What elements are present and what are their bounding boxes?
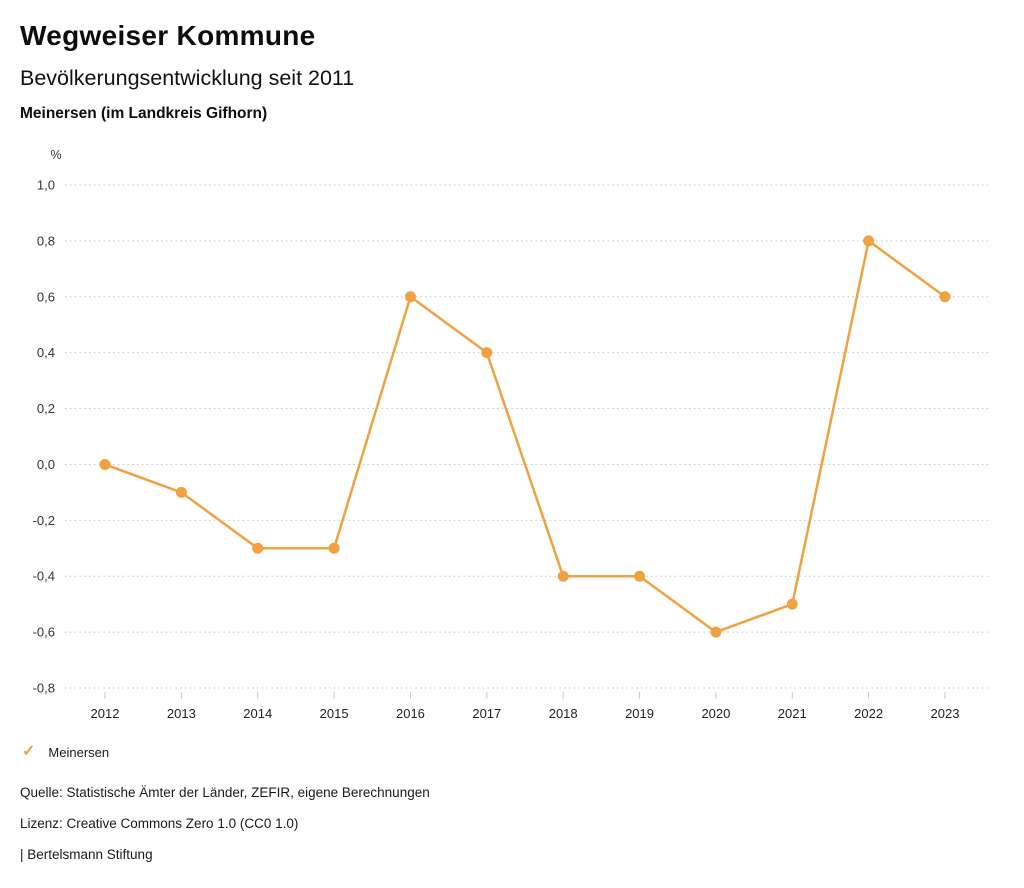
data-point-2021[interactable]: [786, 598, 798, 610]
x-axis-tick-label: 2014: [243, 706, 272, 721]
y-axis-tick-label: 0,8: [37, 233, 55, 248]
x-axis-tick-label: 2012: [91, 706, 120, 721]
y-axis-tick-label: -0,6: [33, 625, 55, 640]
y-axis-tick-label: 0,0: [37, 457, 55, 472]
x-axis-tick-label: 2020: [701, 706, 730, 721]
x-axis-tick-label: 2016: [396, 706, 425, 721]
y-axis-tick-label: -0,4: [33, 569, 55, 584]
y-axis-tick-label: 0,2: [37, 401, 55, 416]
data-point-2020[interactable]: [710, 626, 722, 638]
x-axis-tick-label: 2013: [167, 706, 196, 721]
data-point-2015[interactable]: [328, 542, 340, 554]
data-point-2012[interactable]: [99, 458, 111, 470]
x-axis-tick-label: 2023: [931, 706, 960, 721]
data-point-2016[interactable]: [404, 291, 416, 303]
x-axis-tick-label: 2015: [320, 706, 349, 721]
data-point-2017[interactable]: [481, 347, 493, 359]
attribution-text: | Bertelsmann Stiftung: [20, 847, 153, 862]
y-axis-tick-label: 0,4: [37, 345, 55, 360]
legend-item-label: Meinersen: [48, 744, 110, 760]
x-axis-tick-label: 2017: [472, 706, 501, 721]
x-axis-tick-label: 2021: [778, 706, 807, 721]
license-text: Lizenz: Creative Commons Zero 1.0 (CC0 1…: [20, 816, 299, 831]
y-axis-tick-label: 0,6: [37, 289, 55, 304]
y-axis-tick-label: 1,0: [37, 178, 55, 193]
data-point-2018[interactable]: [557, 570, 569, 582]
data-point-2019[interactable]: [634, 570, 646, 582]
x-axis-tick-label: 2018: [549, 706, 578, 721]
y-axis-tick-label: -0,2: [33, 513, 55, 528]
data-point-2022[interactable]: [863, 235, 875, 247]
series-line-meinersen: [103, 239, 947, 634]
x-axis-tick-label: 2019: [625, 706, 654, 721]
region-label: Meinersen (im Landkreis Gifhorn): [20, 105, 268, 122]
population-line-chart: % 1,0 0,8 0,6 0,4 0,2 0,0 -0,2 -0,4 -0,6 -0,8 2012 2…: [33, 148, 990, 721]
legend-item-meinersen[interactable]: ✓ Meinersen: [22, 744, 109, 760]
y-axis-unit-label: %: [50, 148, 61, 162]
chart-title: Bevölkerungsentwicklung seit 2011: [20, 66, 355, 90]
data-point-2023[interactable]: [939, 291, 951, 303]
check-icon: ✓: [22, 743, 36, 760]
x-axis-tick-label: 2022: [854, 706, 883, 721]
source-text: Quelle: Statistische Ämter der Länder, Z…: [20, 785, 430, 800]
y-axis-tick-label: -0,8: [33, 681, 55, 696]
data-point-2013[interactable]: [175, 486, 187, 498]
data-point-2014[interactable]: [252, 542, 264, 554]
page-title: Wegweiser Kommune: [20, 20, 316, 51]
